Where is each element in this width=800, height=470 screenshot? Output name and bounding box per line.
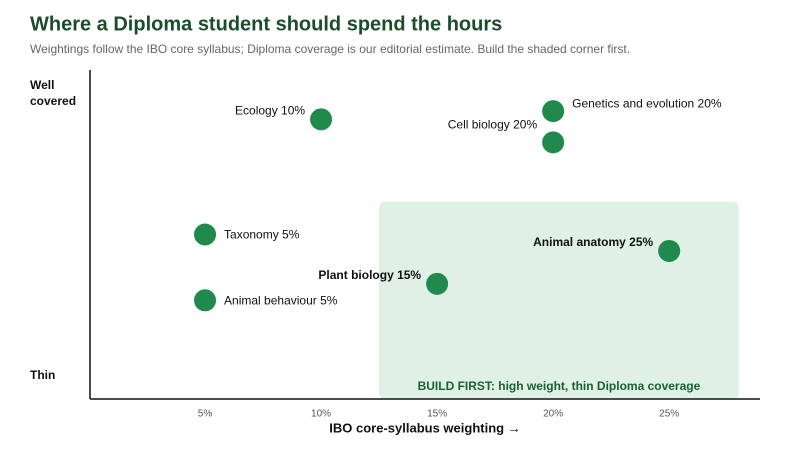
highlight-region [379,201,739,399]
x-tick-label: 5% [198,409,213,420]
point [194,289,217,312]
point [542,131,565,154]
x-tick-label: 15% [427,409,447,420]
point-label: Animal behaviour 5% [224,293,338,307]
x-tick-label: 10% [311,409,331,420]
point-label: Cell biology 20% [448,118,538,132]
point-label: Genetics and evolution 20% [572,96,722,110]
point [658,239,681,262]
point-label: Ecology 10% [235,104,305,118]
chart-title: Where a Diploma student should spend the… [30,13,502,35]
y-bottom-label: Thin [30,368,55,382]
point [310,108,333,131]
point-label: Plant biology 15% [318,268,421,282]
point-label: Animal anatomy 25% [533,235,653,249]
point [542,100,565,123]
y-top-label: Well covered [30,78,76,108]
point [426,272,449,295]
x-tick-label: 20% [543,409,563,420]
x-tick-label: 25% [659,409,679,420]
highlight-label: BUILD FIRST: high weight, thin Diploma c… [418,379,701,393]
chart-subtitle: Weightings follow the IBO core syllabus;… [30,42,630,56]
point [194,223,217,246]
point-label: Taxonomy 5% [224,228,300,242]
x-axis-title: IBO core-syllabus weighting → [329,420,520,435]
